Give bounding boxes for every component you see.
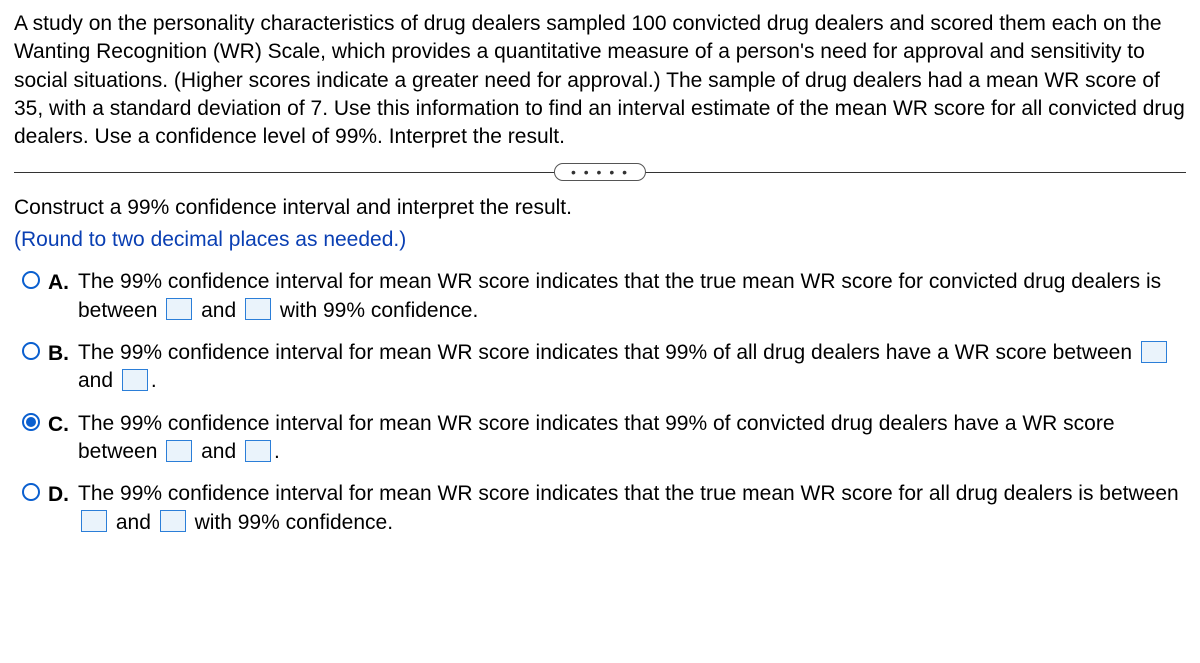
- option-a-pre: The 99% confidence interval for mean WR …: [78, 270, 1161, 321]
- option-body-c: The 99% confidence interval for mean WR …: [78, 410, 1186, 467]
- radio-c[interactable]: [22, 413, 40, 431]
- divider-expand-pill[interactable]: • • • • •: [554, 163, 646, 181]
- radio-d[interactable]: [22, 483, 40, 501]
- option-b-pre: The 99% confidence interval for mean WR …: [78, 341, 1132, 364]
- option-d[interactable]: D. The 99% confidence interval for mean …: [14, 480, 1186, 537]
- option-body-d: The 99% confidence interval for mean WR …: [78, 480, 1186, 537]
- option-b[interactable]: B. The 99% confidence interval for mean …: [14, 339, 1186, 396]
- and-word: and: [201, 299, 236, 322]
- option-a-post: with 99% confidence.: [280, 299, 478, 322]
- section-divider: • • • • •: [14, 160, 1186, 184]
- option-letter-a: A.: [48, 268, 78, 297]
- option-c-blank-2[interactable]: [245, 440, 271, 462]
- option-d-blank-1[interactable]: [81, 510, 107, 532]
- radio-wrap: [14, 268, 48, 289]
- option-c[interactable]: C. The 99% confidence interval for mean …: [14, 410, 1186, 467]
- option-c-blank-1[interactable]: [166, 440, 192, 462]
- and-word: and: [116, 511, 151, 534]
- option-d-post: with 99% confidence.: [195, 511, 393, 534]
- option-a-blank-1[interactable]: [166, 298, 192, 320]
- radio-wrap: [14, 339, 48, 360]
- and-word: and: [78, 369, 113, 392]
- rounding-instruction: (Round to two decimal places as needed.): [14, 226, 1186, 254]
- option-body-a: The 99% confidence interval for mean WR …: [78, 268, 1186, 325]
- option-letter-d: D.: [48, 480, 78, 509]
- and-word: and: [201, 440, 236, 463]
- option-b-blank-1[interactable]: [1141, 341, 1167, 363]
- option-d-blank-2[interactable]: [160, 510, 186, 532]
- radio-wrap: [14, 480, 48, 501]
- option-b-post: .: [151, 369, 157, 392]
- problem-statement: A study on the personality characteristi…: [14, 10, 1186, 152]
- option-letter-c: C.: [48, 410, 78, 439]
- option-d-pre: The 99% confidence interval for mean WR …: [78, 482, 1179, 505]
- options-group: A. The 99% confidence interval for mean …: [14, 268, 1186, 537]
- option-letter-b: B.: [48, 339, 78, 368]
- instruction-text: Construct a 99% confidence interval and …: [14, 194, 1186, 222]
- option-a[interactable]: A. The 99% confidence interval for mean …: [14, 268, 1186, 325]
- option-a-blank-2[interactable]: [245, 298, 271, 320]
- radio-b[interactable]: [22, 342, 40, 360]
- option-body-b: The 99% confidence interval for mean WR …: [78, 339, 1186, 396]
- option-c-post: .: [274, 440, 280, 463]
- option-b-blank-2[interactable]: [122, 369, 148, 391]
- radio-wrap: [14, 410, 48, 431]
- radio-a[interactable]: [22, 271, 40, 289]
